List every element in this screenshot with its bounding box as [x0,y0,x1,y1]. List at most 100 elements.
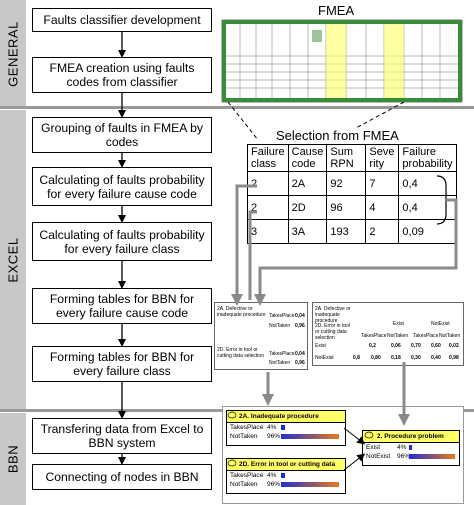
bbn-node3-bar2 [409,454,455,459]
cell: 3A [287,219,328,244]
box-tables-cause: Forming tables for BBN for every failure… [32,288,212,324]
table-row: Failure class Cause code Sum RPN Seve ri… [247,144,457,172]
excel-right-v: 0,80 [371,355,381,361]
cell: 4 [365,195,400,220]
excel-table-right: 2A. Defective or inadequate procedure 2D… [312,302,464,366]
excel-right-sub: 2D. Error in tool or cutting data select… [315,323,351,341]
lane-excel: EXCEL [0,110,26,410]
box-label: Forming tables for BBN for every failure… [49,350,195,378]
excel-right-h2: NotTaken [387,333,409,339]
bbn-node2-title: 2D. Error in tool or cutting data [227,459,345,471]
excel-right-v: 0,8 [353,355,360,361]
bbn-node3-s2: NotExist [366,453,391,460]
cell: 0,4 [398,171,457,196]
box-label: Transfering data from Excel to BBN syste… [40,422,204,450]
table-row: 2 2A 92 7 0,4 [247,171,457,196]
box-label: Grouping of faults in FMEA by codes [41,121,203,149]
excel-right-takes: TakesPlace [413,333,439,339]
lane-general: GENERAL [0,0,26,107]
header-failure-probability: Failure probability [398,144,457,172]
bbn-node1-title: 2A. Inadequate procedure [227,411,345,423]
box-label: Faults classifier development [43,13,201,27]
separator-general-excel [0,106,474,109]
header-severity: Seve rity [365,144,400,172]
excel-right-v: 0,18 [391,355,401,361]
bbn-node1-bar1 [281,425,285,430]
excel-left-r2-state: TakesPlace [269,351,295,357]
box-grouping-faults: Grouping of faults in FMEA by codes [32,117,212,153]
cell: 3 [247,219,289,244]
bbn-node2-bar2 [281,482,339,487]
bbn-node-error-tool: 2D. Error in tool or cutting data TakesP… [226,458,346,494]
bbn-node2-v1: 4% [267,472,277,479]
bbn-node3-bar1 [409,445,412,450]
cell: 92 [326,171,367,196]
box-faults-classifier: Faults classifier development [32,8,212,32]
cell: 2 [247,171,289,196]
bbn-node1-s2: NotTaken [230,433,258,440]
box-label: Connecting of nodes in BBN [45,470,199,484]
excel-right-notexist: NotExist [315,355,334,361]
bbn-node-inadequate-procedure: 2A. Inadequate procedure TakesPlace 4% N… [226,410,346,446]
excel-right-v: 0,2 [369,343,376,349]
fmea-title: FMEA [318,3,355,18]
bbn-node2-s1: TakesPlace [230,472,264,479]
cell: 2D [287,195,328,220]
excel-right-v: 0,30 [411,355,421,361]
excel-left-r1-label: 2A. Defective or inadequate procedure [217,306,266,318]
excel-left-r2b-val: 0,96 [295,360,305,366]
bbn-node3-v1: 4% [397,444,407,451]
bbn-node3-s1: Exist [366,444,381,451]
header-sum-rpn: Sum RPN [326,144,367,172]
bbn-node2-s2: NotTaken [230,481,258,488]
excel-right-v: 0,06 [391,343,401,349]
cell: 0,4 [398,195,457,220]
cell: 96 [326,195,367,220]
excel-right-title: 2A. Defective or inadequate procedure [315,306,351,324]
box-label: Calculating of faults probability for ev… [39,227,205,256]
lane-general-label: GENERAL [5,20,21,87]
excel-left-r1-state: TakesPlace [269,313,295,319]
box-calc-prob-class: Calculating of faults probability for ev… [32,222,212,261]
table-row: 2 2D 96 4 0,4 [247,195,457,220]
lane-excel-label: EXCEL [5,237,21,283]
excel-right-v: 0,98 [449,355,459,361]
excel-right-exist: Exist [315,343,326,349]
excel-right-v: 0,70 [411,343,421,349]
cell: 2A [287,171,328,196]
header-cause-code: Cause code [287,144,328,172]
box-tables-class: Forming tables for BBN for every failure… [32,346,212,382]
cell: 0,09 [398,219,457,244]
lane-bbn-label: BBN [5,444,21,474]
box-calc-prob-cause: Calculating of faults probability for ev… [32,167,212,206]
bbn-node1-bar2 [281,434,339,439]
excel-right-v: 0,60 [431,343,441,349]
cell: 193 [326,219,367,244]
cell: 2 [247,195,289,220]
cell: 7 [365,171,400,196]
selection-table: Failure class Cause code Sum RPN Seve ri… [247,144,457,244]
lane-bbn: BBN [0,413,26,505]
bbn-node1-v1: 4% [267,424,277,431]
box-transfer-data: Transfering data from Excel to BBN syste… [32,418,212,454]
excel-left-r2-val: 0,04 [295,351,305,357]
box-label: Calculating of faults probability for ev… [39,172,205,201]
cell: 2 [365,219,400,244]
excel-left-r2b-state: NotTaken [269,360,291,366]
excel-right-exist-head: Exist [393,321,404,327]
excel-right-h1: TakesPlace [361,333,387,339]
excel-left-r2-label: 2D. Error in tool or cutting data select… [217,347,264,359]
box-fmea-creation: FMEA creation using faults codes from cl… [32,57,212,93]
bbn-node2-bar1 [281,473,285,478]
bbn-node1-v2: 96% [267,433,281,440]
excel-right-nottaken: NotTaken [439,333,461,339]
header-failure-class: Failure class [247,144,289,172]
excel-left-r1-val: 0,04 [295,313,305,319]
excel-right-v: 0,02 [449,343,459,349]
bbn-node3-title: 2. Procedure problem [363,431,459,443]
box-connect-nodes: Connecting of nodes in BBN [32,464,212,490]
box-label: FMEA creation using faults codes from cl… [49,61,195,89]
excel-right-notexist-head: NotExist [431,321,450,327]
bbn-node3-v2: 96% [397,453,411,460]
excel-left-r1b-state: NotTaken [269,323,291,329]
